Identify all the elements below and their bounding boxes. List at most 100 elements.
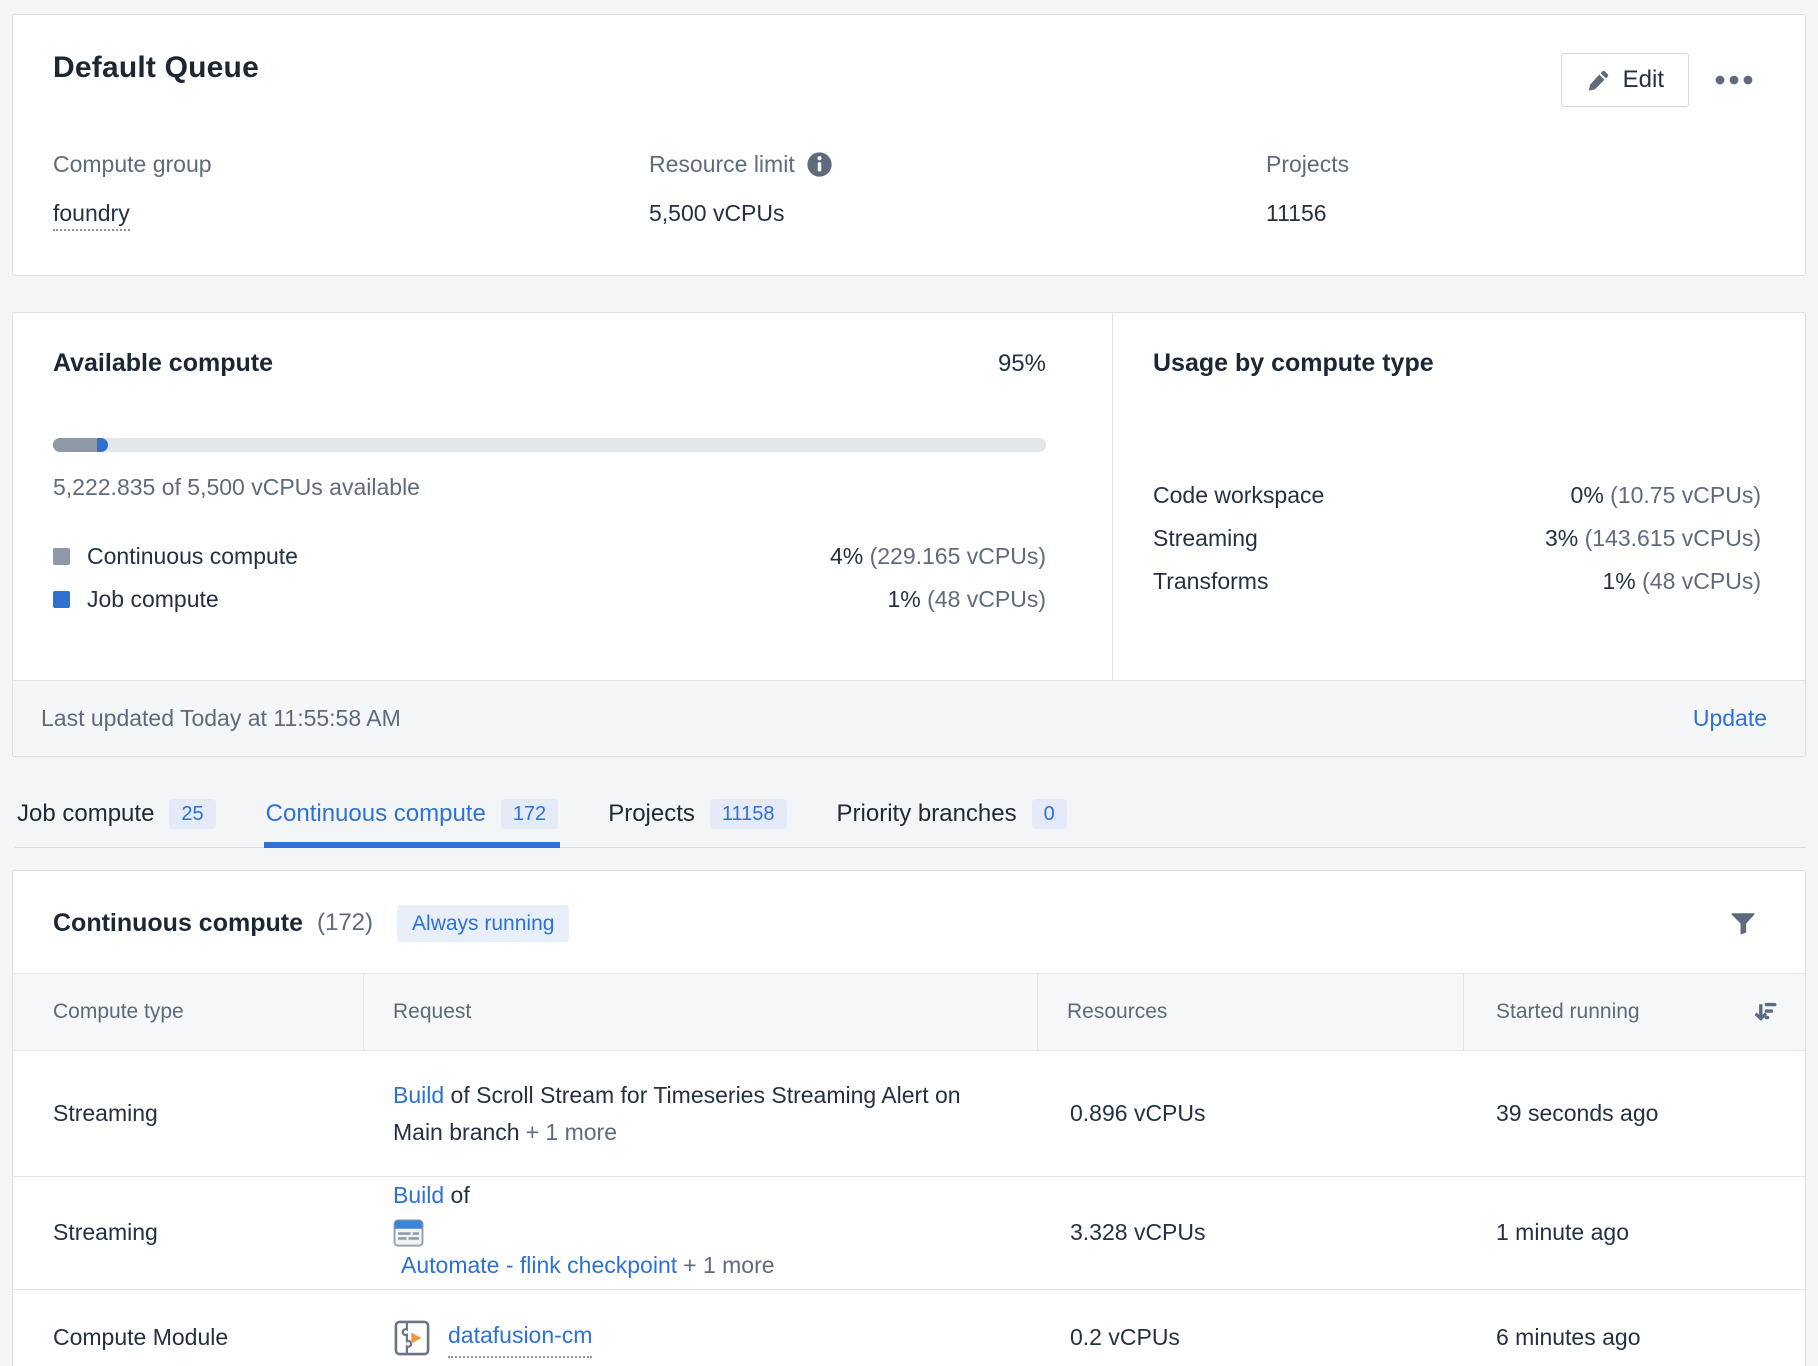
progress-segment-job [96, 438, 108, 452]
column-header-label: Started running [1496, 1000, 1640, 1023]
cell-compute-type: Streaming [53, 1100, 158, 1126]
tab-label: Priority branches [836, 800, 1017, 827]
field-resource-limit: Resource limit 5,500 vCPUs [649, 151, 1266, 227]
available-percent: 95% [997, 350, 1046, 377]
available-subtitle: 5,222.835 of 5,500 vCPUs available [53, 474, 420, 500]
request-text: of Scroll Stream for Timeseries Streamin… [393, 1081, 961, 1145]
always-running-badge: Always running [397, 904, 570, 942]
table-title: Continuous compute [53, 908, 303, 937]
tab-label: Projects [608, 800, 695, 827]
tab-continuous-compute[interactable]: Continuous compute 172 [263, 793, 561, 848]
projects-value: 11156 [1266, 200, 1327, 226]
page-title: Default Queue [53, 51, 259, 84]
continuous-compute-swatch [53, 548, 70, 565]
tab-label: Job compute [17, 800, 155, 827]
resource-limit-label: Resource limit [649, 151, 795, 177]
usage-label: Transforms [1153, 568, 1269, 594]
column-header-resources[interactable]: Resources [1038, 974, 1464, 1050]
pencil-icon [1586, 68, 1611, 93]
available-compute-panel: Available compute 95% 5,222.835 of 5,500… [13, 313, 1113, 680]
field-compute-group: Compute group foundry [53, 151, 649, 231]
progress-segment-continuous [53, 438, 97, 452]
automate-target-link[interactable]: Automate - flink checkpoint [401, 1251, 678, 1278]
tab-job-compute[interactable]: Job compute 25 [15, 793, 218, 847]
compute-module-icon [393, 1319, 431, 1357]
dataset-icon [393, 1219, 998, 1247]
usage-row-streaming: Streaming 3% (143.615 vCPUs) [1153, 525, 1761, 552]
tab-label: Continuous compute [265, 800, 486, 827]
cell-request: Build of Scroll Stream for Timeseries St… [364, 1077, 1038, 1151]
usage-percent: 0% [1570, 482, 1604, 508]
legend-detail: (229.165 vCPUs) [869, 543, 1046, 569]
cell-request: Build of Automate - flink checkpoint + 1 … [364, 1177, 1038, 1289]
compute-module-link[interactable]: datafusion-cm [448, 1317, 593, 1358]
compute-legend: Continuous compute 4% (229.165 vCPUs) Jo… [53, 543, 1046, 613]
table-row: Streaming Build of Automate - flink chec… [13, 1177, 1805, 1290]
table-header-row: Compute type Request Resources Started r… [13, 973, 1805, 1051]
projects-label: Projects [1266, 151, 1350, 177]
cell-compute-type: Compute Module [53, 1324, 229, 1351]
column-header-compute-type[interactable]: Compute type [13, 974, 364, 1050]
cell-started-running: 6 minutes ago [1496, 1324, 1641, 1351]
table-count: (172) [316, 909, 374, 936]
build-link[interactable]: Build [393, 1182, 445, 1208]
cell-started-running: 39 seconds ago [1496, 1100, 1659, 1126]
request-text: of [444, 1182, 470, 1208]
usage-row-code-workspace: Code workspace 0% (10.75 vCPUs) [1153, 482, 1761, 509]
sort-descending-icon[interactable] [1753, 999, 1779, 1025]
cell-resources: 0.896 vCPUs [1070, 1100, 1206, 1126]
status-bar: Last updated Today at 11:55:58 AM Update [13, 680, 1805, 756]
more-requests-link[interactable]: + 1 more [525, 1118, 617, 1145]
cell-compute-type: Streaming [53, 1219, 158, 1246]
filter-button[interactable] [1723, 903, 1763, 943]
job-compute-swatch [53, 591, 70, 608]
usage-percent: 3% [1544, 525, 1579, 551]
legend-row-continuous: Continuous compute 4% (229.165 vCPUs) [53, 543, 1046, 570]
queue-summary-card: Default Queue Edit Compute group foun [12, 14, 1806, 276]
usage-by-type-panel: Usage by compute type Code workspace 0% … [1113, 313, 1805, 680]
compute-group-value-link[interactable]: foundry [53, 200, 130, 231]
tab-projects[interactable]: Projects 11158 [606, 793, 788, 847]
field-projects: Projects 11156 [1266, 151, 1349, 227]
legend-percent: 4% [829, 543, 864, 569]
cell-resources: 0.2 vCPUs [1070, 1324, 1180, 1351]
tab-priority-branches[interactable]: Priority branches 0 [835, 793, 1069, 847]
continuous-compute-card: Continuous compute (172) Always running … [12, 870, 1806, 1366]
tab-count-badge: 11158 [709, 799, 787, 829]
legend-label: Continuous compute [87, 543, 298, 569]
queue-tabs: Job compute 25 Continuous compute 172 Pr… [15, 793, 1806, 848]
legend-percent: 1% [887, 586, 921, 612]
usage-label: Streaming [1153, 525, 1258, 551]
more-options-button[interactable] [1703, 65, 1765, 95]
more-requests-link[interactable]: + 1 more [683, 1251, 775, 1278]
last-updated-text: Last updated Today at 11:55:58 AM [41, 705, 401, 731]
info-icon[interactable] [806, 151, 833, 178]
legend-row-job: Job compute 1% (48 vCPUs) [53, 586, 1046, 613]
cell-request: datafusion-cm [364, 1317, 1038, 1358]
tab-count-badge: 172 [500, 799, 559, 829]
filter-icon [1729, 909, 1757, 937]
usage-percent: 1% [1602, 568, 1636, 594]
stats-card: Available compute 95% 5,222.835 of 5,500… [12, 312, 1806, 757]
table-row: Streaming Build of Scroll Stream for Tim… [13, 1051, 1805, 1177]
column-header-started-running[interactable]: Started running [1464, 974, 1805, 1050]
usage-detail: (10.75 vCPUs) [1610, 482, 1761, 508]
cell-started-running: 1 minute ago [1496, 1219, 1629, 1246]
update-link[interactable]: Update [1692, 705, 1767, 731]
usage-detail: (48 vCPUs) [1642, 568, 1761, 594]
usage-title: Usage by compute type [1153, 349, 1434, 377]
edit-button[interactable]: Edit [1560, 53, 1689, 107]
tab-count-badge: 0 [1031, 799, 1067, 829]
edit-button-label: Edit [1622, 66, 1664, 93]
usage-detail: (143.615 vCPUs) [1584, 525, 1761, 551]
legend-label: Job compute [87, 586, 219, 612]
compute-group-label: Compute group [53, 151, 212, 177]
ellipsis-icon [1715, 75, 1753, 85]
tab-count-badge: 25 [169, 799, 216, 829]
build-link[interactable]: Build [393, 1081, 445, 1108]
usage-row-transforms: Transforms 1% (48 vCPUs) [1153, 568, 1761, 595]
legend-detail: (48 vCPUs) [927, 586, 1046, 612]
usage-label: Code workspace [1153, 482, 1325, 508]
cell-resources: 3.328 vCPUs [1070, 1219, 1206, 1246]
column-header-request[interactable]: Request [364, 974, 1038, 1050]
